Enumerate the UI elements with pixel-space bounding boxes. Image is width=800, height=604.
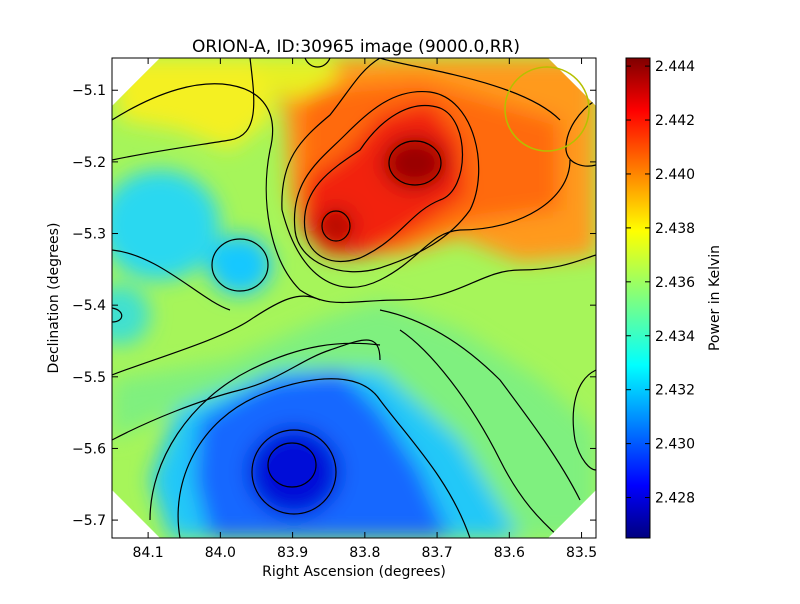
colorbar-tick-label: 2.436 bbox=[655, 275, 695, 291]
colorbar-tick-label: 2.440 bbox=[655, 167, 695, 183]
x-tick-label: 83.7 bbox=[421, 545, 452, 561]
green-belt bbox=[112, 300, 596, 538]
cyan-blob-left bbox=[112, 170, 220, 280]
y-tick-label: −5.1 bbox=[72, 83, 106, 99]
colorbar-tick-label: 2.444 bbox=[655, 59, 695, 75]
y-tick-label: −5.6 bbox=[72, 441, 106, 457]
heatmap-blobs bbox=[112, 58, 596, 538]
contour-mid-band-b bbox=[112, 339, 381, 441]
x-tick-label: 83.8 bbox=[349, 545, 380, 561]
dark-red-peak-a bbox=[383, 137, 447, 189]
colorbar-tick-label: 2.438 bbox=[655, 221, 695, 237]
contour-edge-left bbox=[112, 307, 123, 323]
x-tick-label: 84.1 bbox=[133, 545, 164, 561]
y-tick-label: −5.2 bbox=[72, 155, 106, 171]
colorbar-label: Power in Kelvin bbox=[707, 245, 723, 351]
dark-red-peak-b bbox=[318, 208, 354, 244]
y-tick-label: −5.3 bbox=[72, 227, 106, 243]
contour-cyan-left bbox=[112, 249, 231, 311]
colorbar-tick-label: 2.428 bbox=[655, 491, 695, 507]
cyan-blob-edge bbox=[112, 285, 150, 345]
plot-area bbox=[111, 57, 597, 539]
x-tick-label: 83.9 bbox=[277, 545, 308, 561]
yellow-region bbox=[112, 58, 280, 150]
contour-top-small bbox=[304, 58, 331, 68]
cyan-blob-mid bbox=[208, 235, 272, 295]
yellow-region-b bbox=[250, 58, 340, 100]
contour-lower-b bbox=[399, 329, 561, 538]
y-axis-ticks: −5.1 −5.2 −5.3 −5.4 −5.5 −5.6 −5.7 bbox=[72, 83, 596, 529]
contour-orange bbox=[293, 90, 480, 273]
contour-peak-b bbox=[321, 210, 351, 242]
contour-lower-c bbox=[379, 309, 581, 501]
contour-blue-inner bbox=[267, 442, 317, 488]
contour-lines bbox=[112, 58, 596, 538]
x-axis-label: Right Ascension (degrees) bbox=[262, 564, 446, 580]
x-tick-label: 83.5 bbox=[566, 545, 597, 561]
contour-warm bbox=[281, 58, 571, 288]
colorbar-tick-label: 2.430 bbox=[655, 437, 695, 453]
x-tick-label: 84.0 bbox=[205, 545, 236, 561]
x-tick-label: 83.6 bbox=[494, 545, 525, 561]
contour-peak-a bbox=[388, 140, 442, 186]
y-tick-label: −5.5 bbox=[72, 370, 106, 386]
heatmap-field bbox=[112, 58, 596, 538]
colorbar-ticks: 2.428 2.430 2.432 2.434 2.436 2.438 2.440 2.442… bbox=[626, 59, 695, 507]
contour-lower-a bbox=[149, 342, 381, 521]
y-axis-label: Declination (degrees) bbox=[46, 223, 62, 374]
contour-cyan-mid bbox=[211, 238, 269, 292]
contour-yellow-b bbox=[112, 83, 596, 304]
plot-frame bbox=[111, 57, 597, 539]
contour-blue-outer bbox=[251, 429, 337, 515]
beam-circle bbox=[504, 66, 590, 152]
chart-title: ORION-A, ID:30965 image (9000.0,RR) bbox=[192, 37, 520, 57]
colorbar-tick-label: 2.442 bbox=[655, 113, 695, 129]
y-tick-label: −5.4 bbox=[72, 298, 106, 314]
y-tick-label: −5.7 bbox=[72, 513, 106, 529]
colorbar-tick-label: 2.432 bbox=[655, 383, 695, 399]
contour-mid-band bbox=[112, 295, 321, 376]
colorbar: 2.428 2.430 2.432 2.434 2.436 2.438 2.440 2.442… bbox=[625, 57, 723, 539]
colorbar-tick-label: 2.434 bbox=[655, 329, 695, 345]
colorbar-gradient bbox=[625, 57, 651, 539]
contour-right-edge bbox=[572, 369, 596, 471]
dark-blue-trough bbox=[248, 428, 340, 516]
contour-right-top bbox=[565, 99, 596, 167]
contour-red bbox=[303, 104, 464, 262]
x-axis-ticks: 84.1 84.0 83.9 83.8 83.7 83.6 83.5 bbox=[133, 58, 597, 561]
contour-blue-wide bbox=[177, 378, 471, 538]
